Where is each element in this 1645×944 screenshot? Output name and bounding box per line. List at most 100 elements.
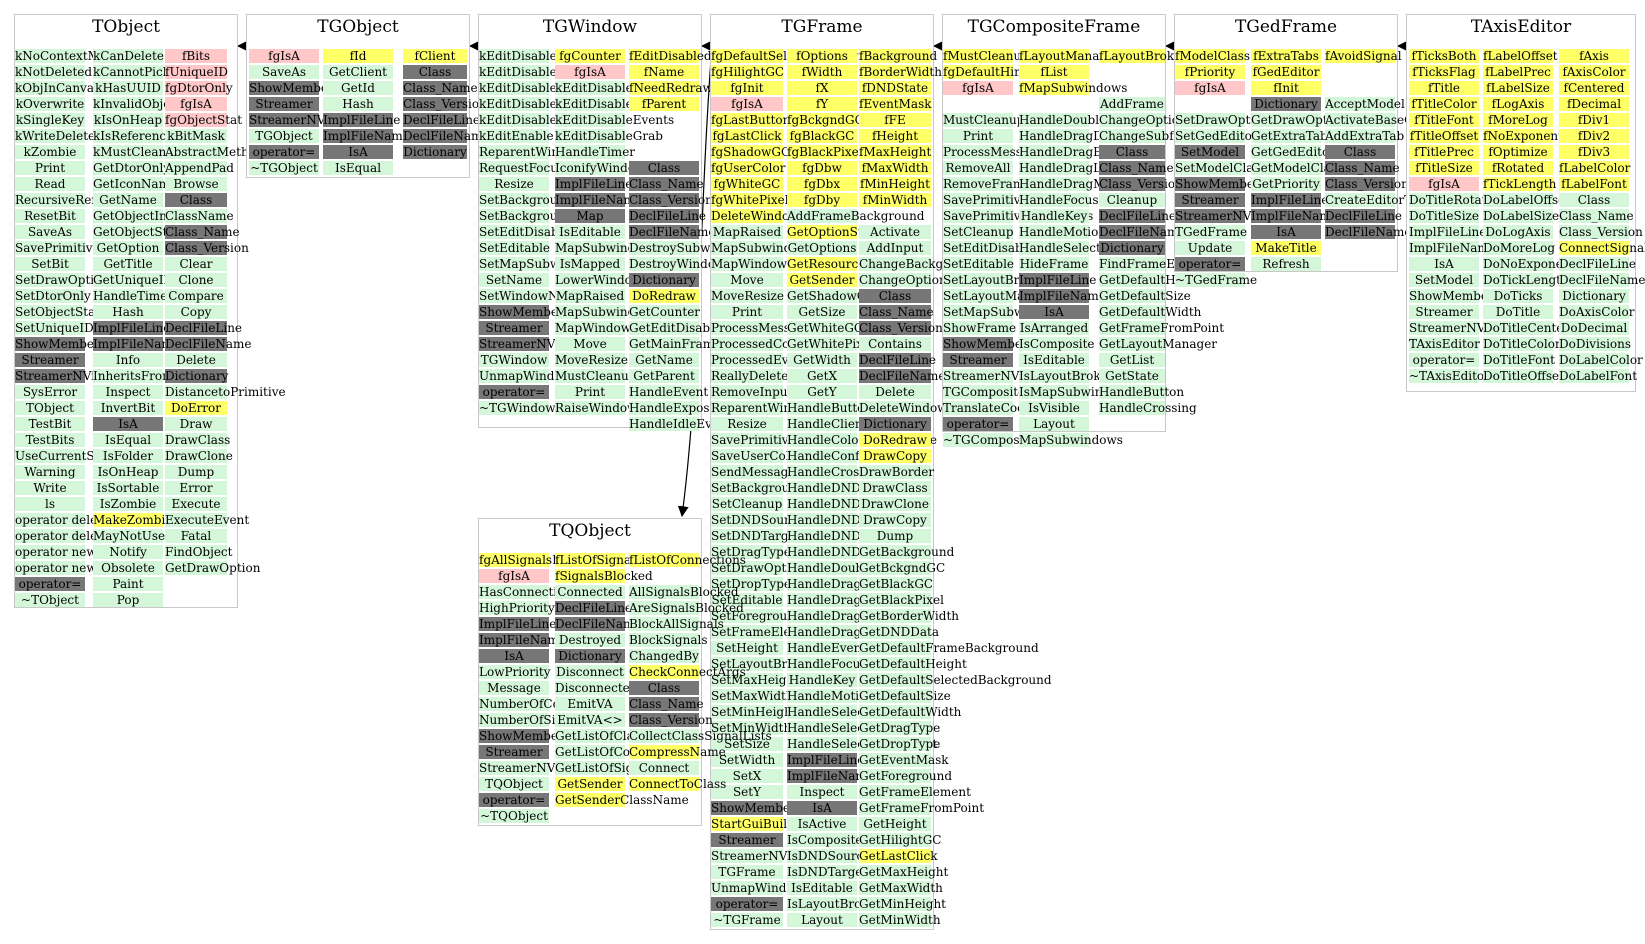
member-class-version: Class_Version [1099, 177, 1183, 191]
member-keditdisablekeyenable: kEditDisableKeyEnable [479, 65, 622, 79]
member-column: fgIsA SaveAs ShowMembers Streamer StreamerNV… [249, 49, 358, 177]
member-fgisa: fgIsA [165, 97, 227, 111]
member-showmembers: ShowMembers [479, 729, 570, 743]
member-makezombie: MakeZombie [93, 513, 173, 527]
member-implfilename: ImplFileName [555, 193, 642, 207]
member-streamernvirtual: StreamerNVirtual [15, 369, 125, 383]
member-ftitlefont: fTitleFont [1409, 113, 1479, 127]
member-empty [943, 97, 1013, 111]
member-getcounter: GetCounter [629, 305, 701, 319]
member-fgisa: fgIsA [1409, 177, 1479, 191]
member--taxiseditor: ~TAxisEditor [1409, 369, 1490, 383]
member-ftitlecolor: fTitleColor [1409, 97, 1479, 111]
member-dictionary: Dictionary [1099, 241, 1165, 255]
member-drawcopy: DrawCopy [859, 513, 931, 527]
member-setdrawoption: SetDrawOption [711, 561, 806, 575]
member-islayoutbroken: IsLayoutBroken [787, 897, 884, 911]
member-getparent: GetParent [629, 369, 699, 383]
member-mapraised: MapRaised [711, 225, 783, 239]
member-handlekey: HandleKey [1019, 209, 1089, 223]
member-executeevent: ExecuteEvent [165, 513, 250, 527]
member-getclient: GetClient [323, 65, 393, 79]
member-message: Message [479, 681, 549, 695]
member-dolabeloffset: DoLabelOffset [1483, 193, 1571, 207]
member-seteditable: SetEditable [943, 257, 1015, 271]
member-taxiseditor: TAxisEditor [1409, 337, 1480, 351]
member-setheight: SetHeight [711, 641, 783, 655]
member-changesubframesbackground: ChangeSubframesBackground [1099, 129, 1285, 143]
member-setx: SetX [711, 769, 783, 783]
member-fgdefaultselectedbackground: fgDefaultSelectedBackground [711, 49, 894, 63]
member-moveresize: MoveResize [711, 289, 784, 303]
member-implfilename: ImplFileName [323, 129, 410, 143]
member-getmaxwidth: GetMaxWidth [859, 881, 943, 895]
member-dodivisions: DoDivisions [1559, 337, 1632, 351]
member-dictionary: Dictionary [403, 145, 467, 159]
member-setmaxheight: SetMaxHeight [711, 673, 799, 687]
member-getshadowgc: GetShadowGC [787, 289, 876, 303]
member-allsignalsblocked: AllSignalsBlocked [629, 585, 739, 599]
member-hash: Hash [93, 305, 163, 319]
member-changedby: ChangedBy [629, 649, 699, 663]
member-reparentwindow: ReparentWindow [711, 401, 817, 415]
member-unmapwindow: UnmapWindow [479, 369, 572, 383]
member-fgobjectstat: fgObjectStat [165, 113, 243, 127]
member-processmessage: ProcessMessage [943, 145, 1044, 159]
member-findobject: FindObject [165, 545, 233, 559]
member-operator-: operator= [1409, 353, 1479, 367]
member-getforeground: GetForeground [859, 769, 953, 783]
member-getstate: GetState [1099, 369, 1165, 383]
member-class: Class [403, 65, 467, 79]
member-declfilename: DeclFileName [1325, 225, 1412, 239]
member-class-version: Class_Version [859, 321, 943, 335]
member-handlecrossing: HandleCrossing [787, 465, 885, 479]
member-appendpad: AppendPad [165, 161, 234, 175]
member-getbckgndgc: GetBckgndGC [859, 561, 946, 575]
member--tgframe: ~TGFrame [711, 913, 783, 927]
member-acceptmodel: AcceptModel [1325, 97, 1405, 111]
member-getoptionstring: GetOptionString [787, 225, 888, 239]
member-gety: GetY [787, 385, 857, 399]
member-getname: GetName [629, 353, 699, 367]
member-column: fClient Class Class_Name Class_Version DeclF… [403, 49, 490, 161]
member-doaxiscolor: DoAxisColor [1559, 305, 1635, 319]
member-declfileline: DeclFileLine [859, 353, 937, 367]
member-issortable: IsSortable [93, 481, 163, 495]
member-lowerwindow: LowerWindow [555, 273, 643, 287]
member-recursiveremove: RecursiveRemove [15, 193, 124, 207]
member-dictionary: Dictionary [629, 273, 699, 287]
member-tgframe: TGFrame [711, 865, 783, 879]
member-getlistofsignals: GetListOfSignals [555, 761, 659, 775]
member-fticklength: fTickLength [1483, 177, 1557, 191]
member-connecttoclass: ConnectToClass [629, 777, 727, 791]
member-setbackgroundpixmap: SetBackgroundPixmap [479, 209, 618, 223]
member-getborderwidth: GetBorderWidth [859, 609, 960, 623]
member-getsenderclassname: GetSenderClassName [555, 793, 689, 807]
member-class-version: Class_Version [629, 713, 713, 727]
member-getsender: GetSender [555, 777, 625, 791]
member-streamer: Streamer [943, 353, 1013, 367]
member-class: Class [1559, 193, 1629, 207]
member-fglastclick: fgLastClick [711, 129, 783, 143]
member-setmodel: SetModel [1409, 273, 1479, 287]
member-numberofconnections: NumberOfConnections [479, 697, 619, 711]
member-write: Write [15, 481, 85, 495]
member-empty [1175, 97, 1245, 111]
member-fticksflag: fTicksFlag [1409, 65, 1479, 79]
member-getlayoutmanager: GetLayoutManager [1099, 337, 1218, 351]
member-mapraised: MapRaised [555, 289, 625, 303]
member-streamer: Streamer [711, 833, 783, 847]
member--tgwindow: ~TGWindow [479, 401, 556, 415]
member-classname: ClassName [165, 209, 234, 223]
member-flogaxis: fLogAxis [1483, 97, 1553, 111]
member-fgblackpixel: fgBlackPixel [787, 145, 863, 159]
member-raisewindow: RaiseWindow [555, 401, 638, 415]
member-setgededitor: SetGedEditor [1175, 129, 1258, 143]
member-flabelprec: fLabelPrec [1483, 65, 1553, 79]
member-column: kCanDelete kCannotPick kHasUUID kInvalidObj… [93, 49, 182, 609]
member-streamer: Streamer [1175, 193, 1245, 207]
member-ismapped: IsMapped [555, 257, 625, 271]
member-handledragmotion: HandleDragMotion [1019, 177, 1137, 191]
member-inheritsfrom: InheritsFrom [93, 369, 174, 383]
member-numberofsignals: NumberOfSignals [479, 713, 589, 727]
